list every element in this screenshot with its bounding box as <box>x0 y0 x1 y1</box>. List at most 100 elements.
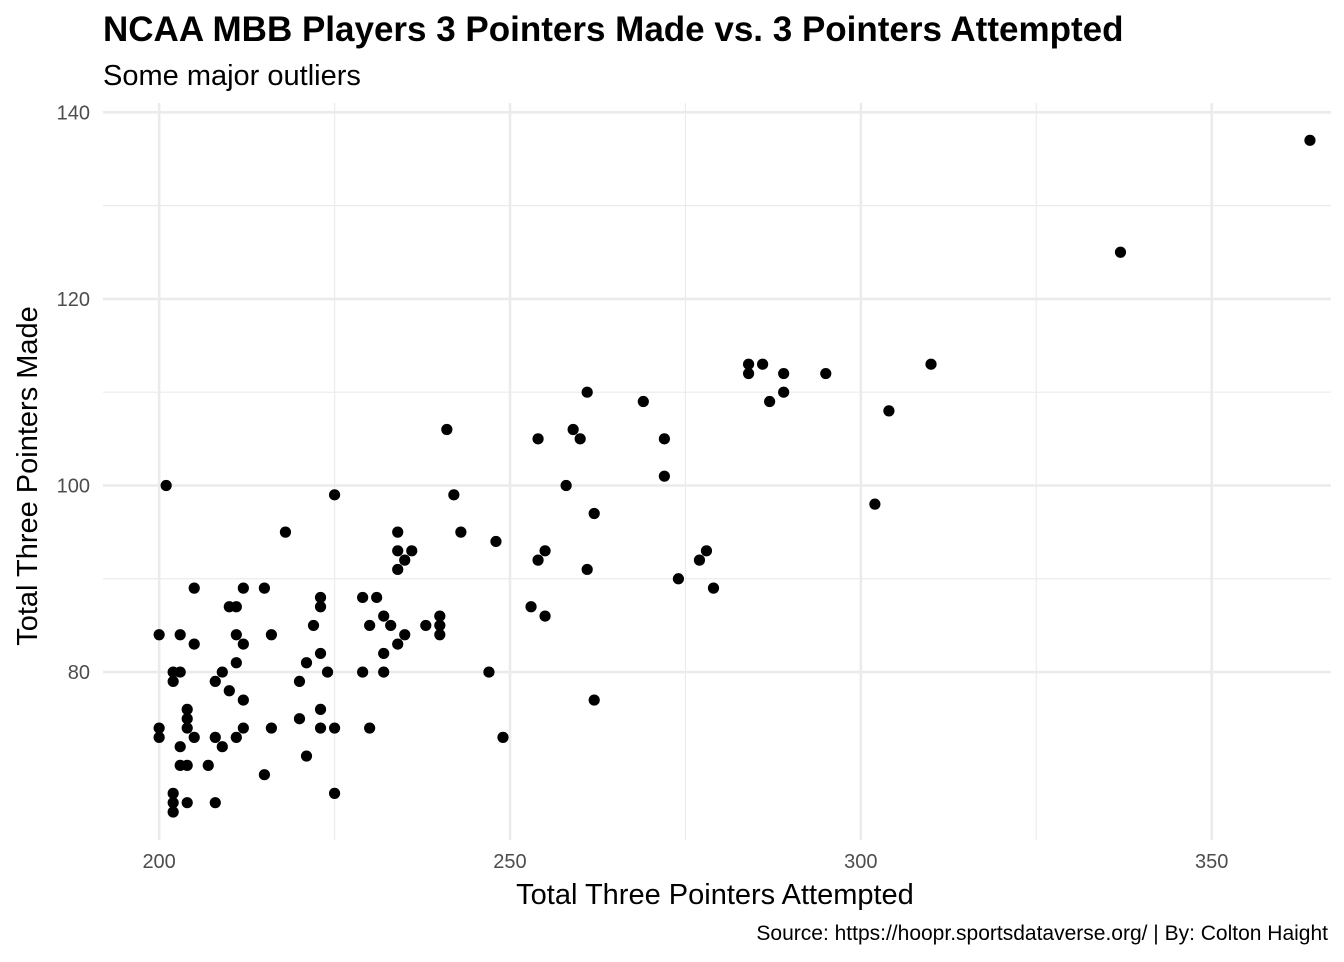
data-point <box>167 797 179 809</box>
data-point <box>371 591 383 604</box>
data-point <box>314 591 327 604</box>
data-point <box>160 479 172 492</box>
data-point <box>216 741 228 753</box>
data-point <box>378 610 390 622</box>
data-point <box>181 797 193 809</box>
chart-subtitle: Some major outliers <box>103 60 361 92</box>
data-points <box>153 134 1316 818</box>
data-point <box>406 545 418 557</box>
data-point <box>532 433 544 445</box>
data-point <box>497 731 509 743</box>
data-point <box>658 470 670 482</box>
data-point <box>237 722 249 734</box>
data-point <box>188 638 200 650</box>
data-point <box>574 433 586 445</box>
data-point <box>153 629 165 641</box>
data-point <box>378 666 390 678</box>
data-point <box>202 759 214 771</box>
data-point <box>434 619 446 632</box>
data-point <box>307 619 320 632</box>
data-point <box>693 554 706 566</box>
data-point <box>314 647 327 660</box>
data-point <box>209 731 221 743</box>
data-point <box>434 629 446 641</box>
grid-lines <box>103 103 1331 840</box>
y-axis-title: Total Three Pointers Made <box>12 306 44 646</box>
data-point <box>764 395 776 408</box>
x-tick-label: 250 <box>493 851 526 873</box>
data-point <box>869 498 881 510</box>
data-point <box>560 479 572 492</box>
data-point <box>581 563 593 576</box>
data-point <box>230 731 242 743</box>
data-point <box>399 629 411 641</box>
data-point <box>588 694 600 706</box>
data-point <box>385 619 397 632</box>
data-point <box>700 545 713 557</box>
data-point <box>778 386 790 398</box>
data-point <box>820 367 832 380</box>
data-point <box>300 657 313 669</box>
data-point <box>588 507 600 520</box>
data-point <box>167 666 179 678</box>
data-point <box>378 647 390 660</box>
y-tick-label: 80 <box>68 662 90 684</box>
data-point <box>321 666 334 678</box>
data-point <box>174 759 186 771</box>
data-point <box>265 629 278 641</box>
data-point <box>328 722 341 734</box>
data-point <box>778 367 790 380</box>
data-point <box>672 573 685 585</box>
data-point <box>230 657 242 669</box>
data-point <box>314 703 327 715</box>
data-point <box>525 601 537 613</box>
data-point <box>314 722 327 734</box>
data-point <box>364 722 376 734</box>
data-point <box>209 797 221 809</box>
data-point <box>1114 246 1127 258</box>
data-point <box>434 610 446 622</box>
data-point <box>707 582 720 594</box>
data-point <box>265 722 278 734</box>
y-tick-label: 120 <box>57 289 90 311</box>
data-point <box>258 582 270 594</box>
data-point <box>153 731 165 743</box>
data-point <box>539 545 551 557</box>
x-axis-title: Total Three Pointers Attempted <box>516 879 914 911</box>
data-point <box>293 675 306 688</box>
data-point <box>357 666 369 678</box>
data-point <box>483 666 495 678</box>
data-point <box>567 423 579 436</box>
data-point <box>637 395 649 408</box>
data-point <box>357 591 369 604</box>
data-point <box>757 358 769 370</box>
data-point <box>742 358 755 370</box>
chart-title: NCAA MBB Players 3 Pointers Made vs. 3 P… <box>103 10 1124 49</box>
data-point <box>658 433 670 445</box>
data-point <box>181 713 193 725</box>
x-tick-label: 350 <box>1195 851 1228 873</box>
data-point <box>300 750 313 762</box>
data-point <box>1304 134 1316 146</box>
data-point <box>539 610 551 622</box>
data-point <box>532 554 544 566</box>
data-point <box>925 358 937 370</box>
data-point <box>490 535 502 548</box>
data-point <box>392 563 404 576</box>
data-point <box>293 713 306 725</box>
data-point <box>441 423 453 436</box>
data-point <box>209 675 221 688</box>
data-point <box>258 769 270 781</box>
data-point <box>167 806 179 818</box>
data-point <box>153 722 165 734</box>
data-point <box>230 629 242 641</box>
data-point <box>455 526 467 538</box>
data-point <box>167 675 179 688</box>
data-point <box>167 787 179 799</box>
x-tick-label: 200 <box>142 851 175 873</box>
data-point <box>392 526 404 538</box>
data-point <box>181 722 193 734</box>
data-point <box>883 405 895 417</box>
data-point <box>420 619 432 632</box>
y-tick-label: 140 <box>57 102 90 124</box>
